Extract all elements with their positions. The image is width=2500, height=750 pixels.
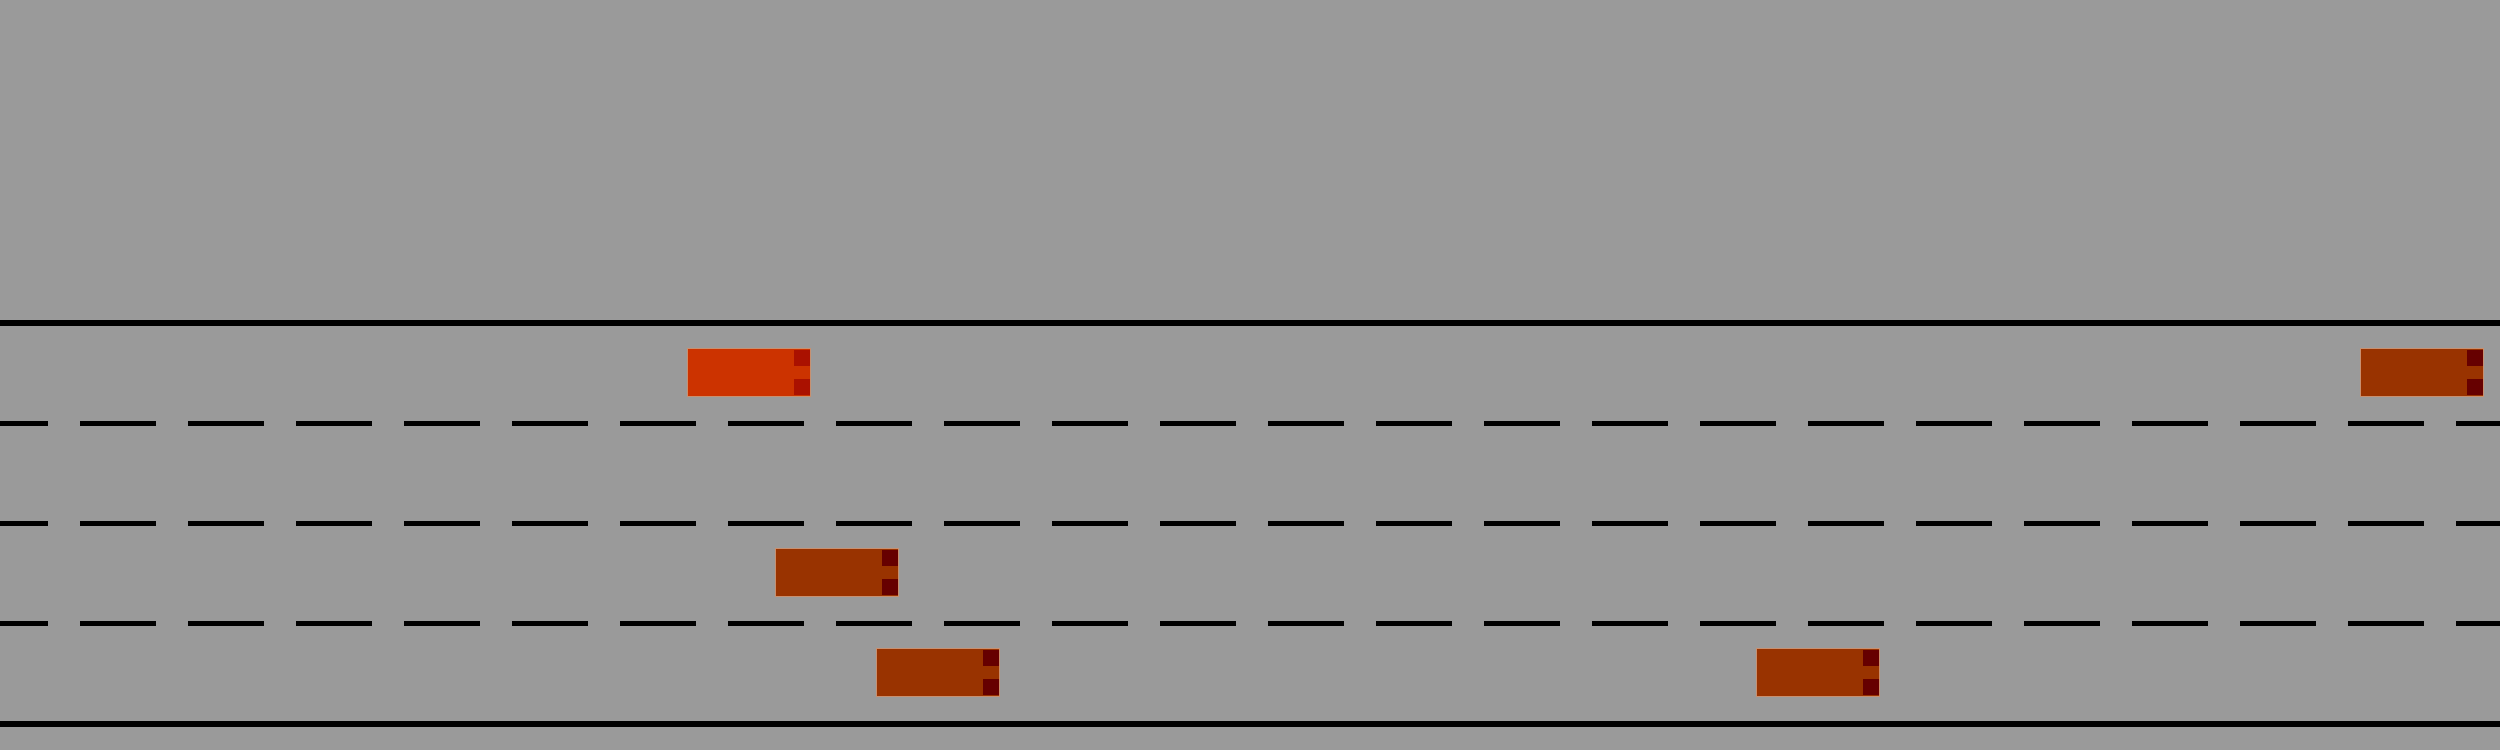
tail-light-icon (2467, 350, 2483, 366)
tail-light-icon (882, 550, 898, 566)
tail-light-icon (1863, 679, 1879, 695)
other-vehicle (1756, 648, 1880, 697)
lane-divider-3 (0, 621, 2500, 626)
tail-light-icon (794, 350, 810, 366)
tail-light-icon (1863, 650, 1879, 666)
tail-light-icon (794, 379, 810, 395)
lane-divider-1 (0, 421, 2500, 426)
tail-light-icon (983, 650, 999, 666)
tail-light-icon (2467, 379, 2483, 395)
other-vehicle (2360, 348, 2484, 397)
tail-light-icon (882, 579, 898, 595)
other-vehicle (876, 648, 1000, 697)
tail-light-icon (983, 679, 999, 695)
other-vehicle (775, 548, 899, 597)
ego-vehicle (687, 348, 811, 397)
lane-divider-2 (0, 521, 2500, 526)
road-bottom-edge (0, 721, 2500, 727)
road-top-edge (0, 320, 2500, 326)
